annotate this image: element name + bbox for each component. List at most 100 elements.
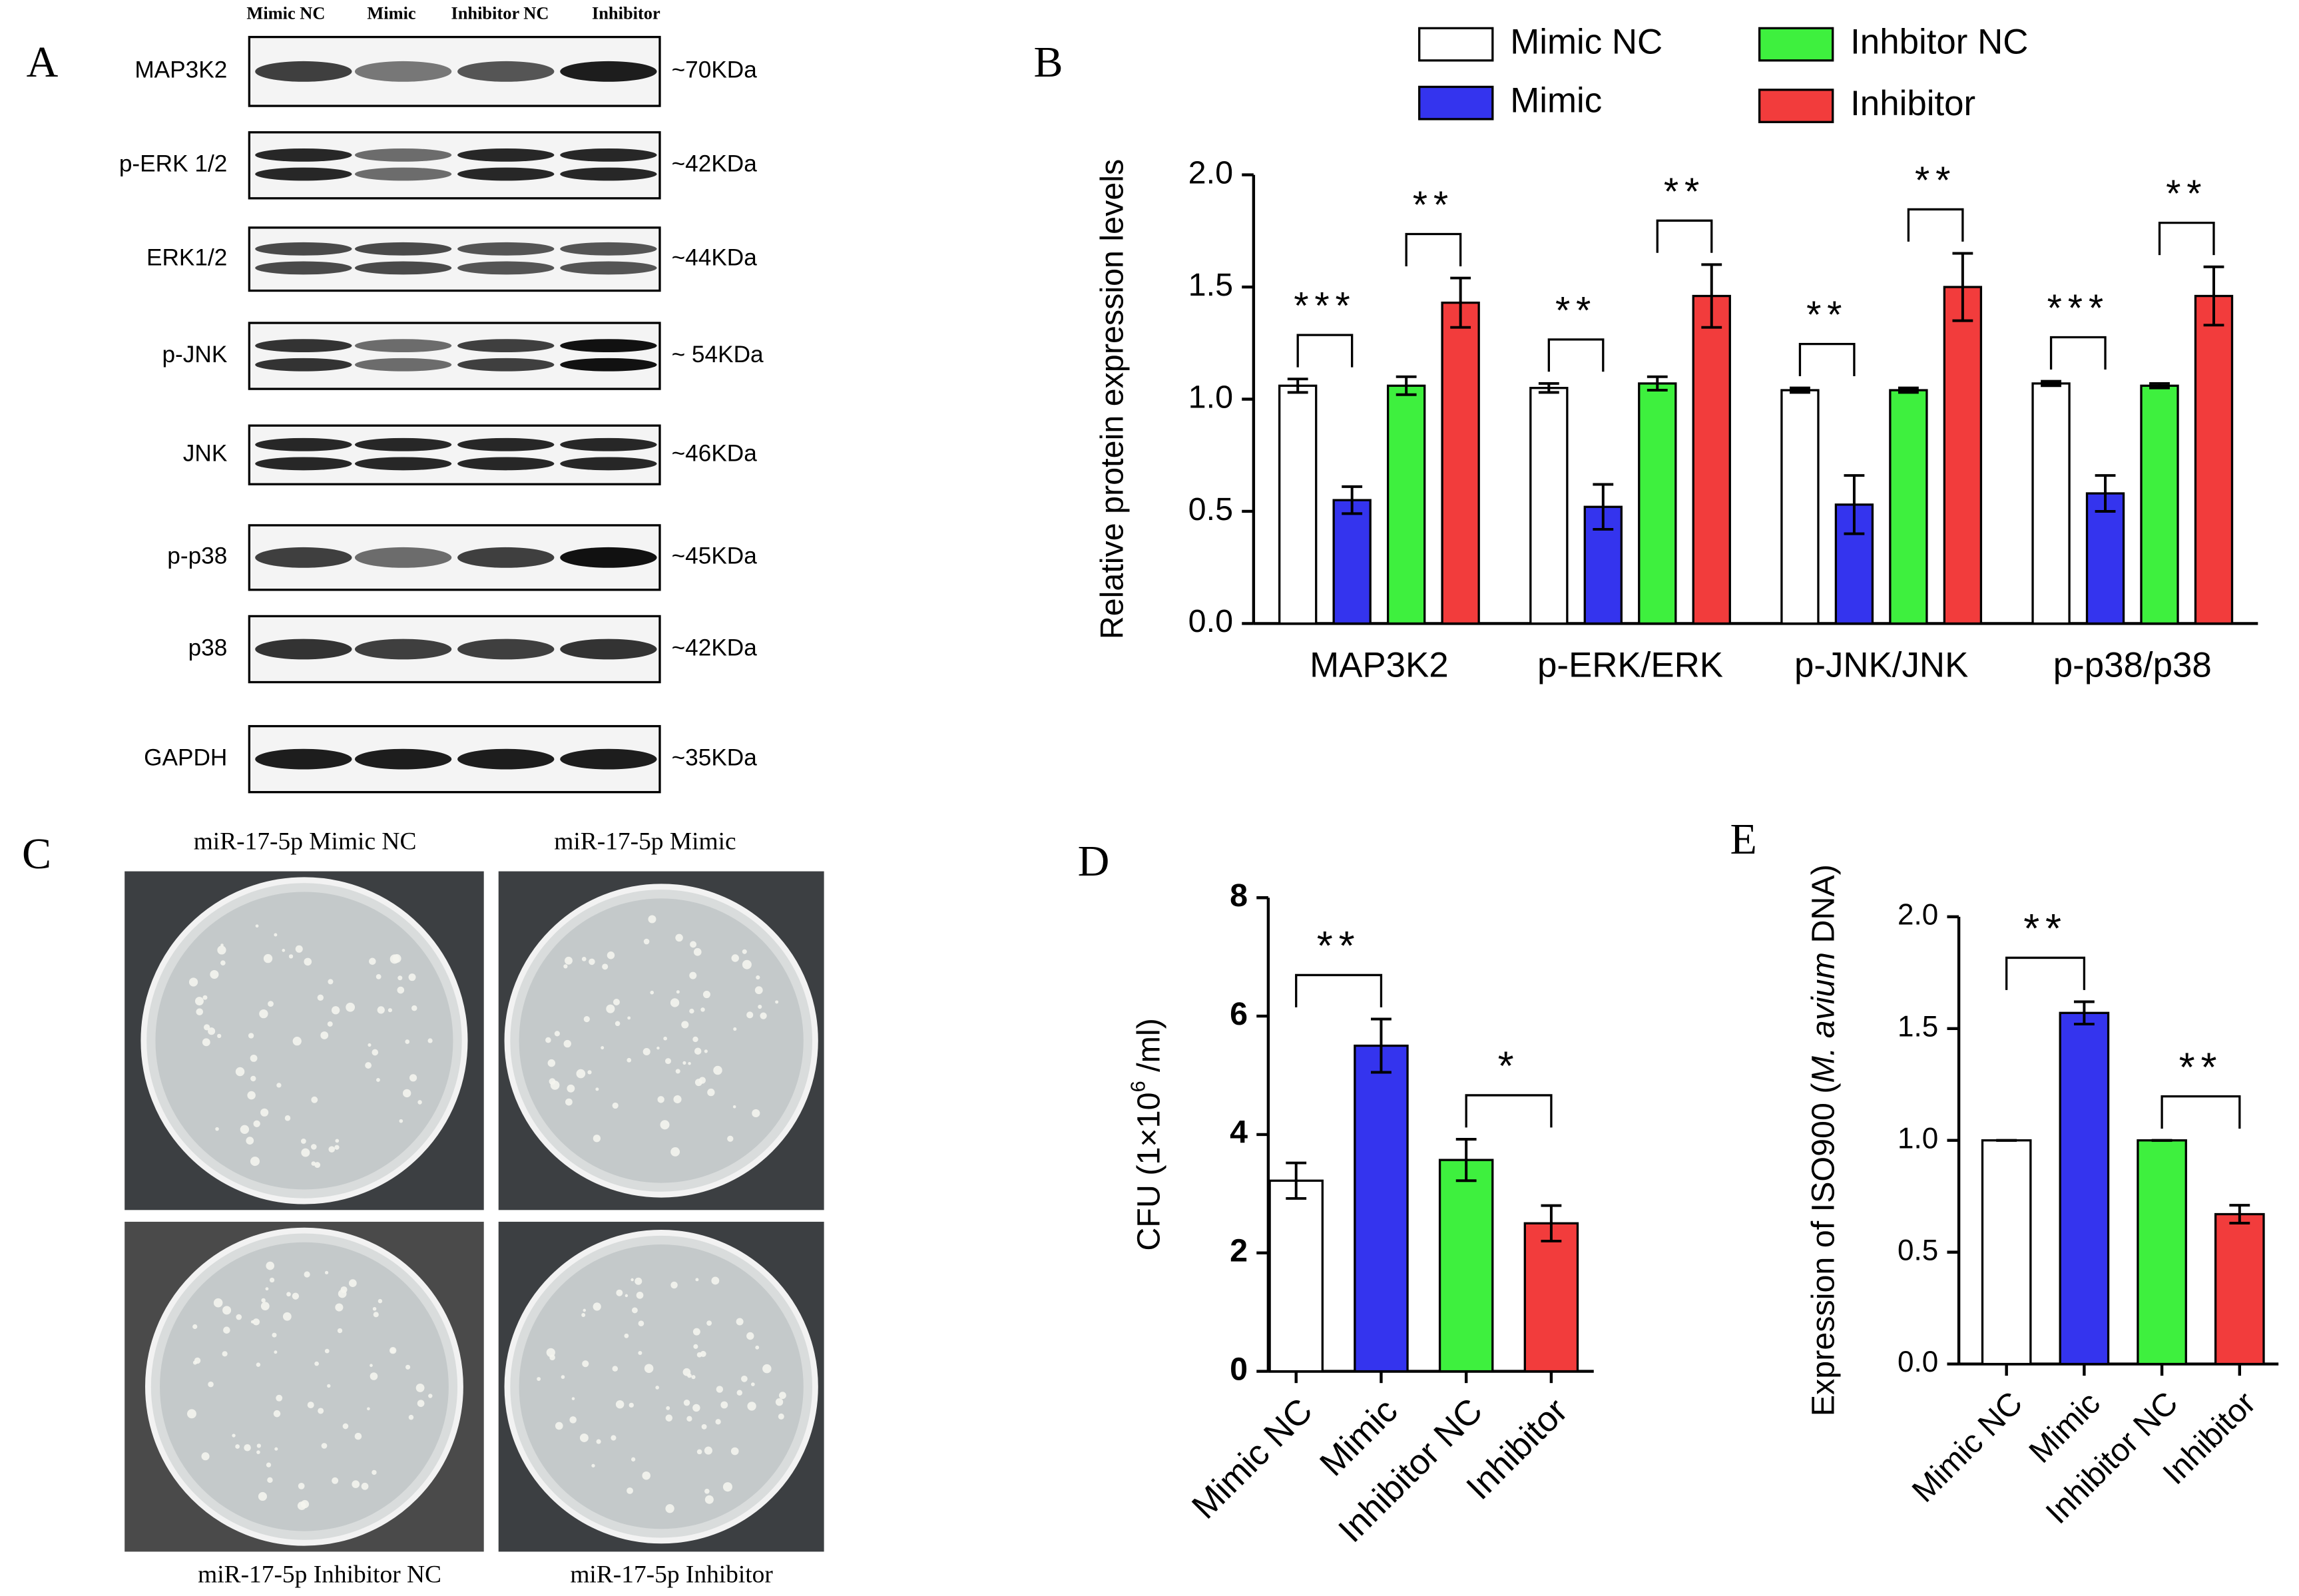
colony xyxy=(208,1381,214,1388)
y-tick-label: 0.5 xyxy=(1898,1234,1938,1266)
plate-label: miR-17-5p Inhibitor NC xyxy=(198,1561,441,1588)
blot-band xyxy=(354,261,452,275)
colony xyxy=(638,1320,644,1327)
blot-band xyxy=(354,437,452,451)
blot-band xyxy=(255,639,352,660)
significance-label: ** xyxy=(1806,294,1848,336)
blot-band xyxy=(255,748,352,770)
blot-band xyxy=(560,547,657,568)
colony xyxy=(716,1386,724,1393)
colony xyxy=(409,1074,417,1082)
colony xyxy=(581,956,587,961)
colony xyxy=(676,990,680,994)
colony xyxy=(746,1332,754,1340)
blot-band xyxy=(354,242,452,256)
colony xyxy=(692,1036,698,1043)
y-axis-label: Relative protein expression levels xyxy=(1094,159,1130,640)
colony xyxy=(331,1006,340,1015)
significance-bracket xyxy=(2005,956,2086,990)
lane-label: Mimic xyxy=(367,3,416,23)
colony xyxy=(665,1504,674,1513)
blot-frame xyxy=(248,226,661,292)
blot-band xyxy=(255,242,352,256)
colony xyxy=(258,1491,267,1501)
colony xyxy=(408,1414,414,1420)
colony xyxy=(276,1394,283,1402)
chart: 0.0 0.5 1.0 1.5 2.0 Relative protein expressi… xyxy=(1094,23,2258,684)
lane-label: Mimic NC xyxy=(246,3,325,23)
colony xyxy=(778,1392,786,1400)
blot-band xyxy=(255,148,352,162)
x-tick-label: p-ERK/ERK xyxy=(1537,645,1723,684)
colony xyxy=(631,1307,638,1314)
colony xyxy=(583,1016,590,1023)
bar xyxy=(1332,499,1372,625)
colony xyxy=(700,1350,706,1357)
colony xyxy=(692,1404,700,1412)
colony xyxy=(611,1435,617,1441)
blot-band xyxy=(457,148,555,162)
panel-label: B xyxy=(1034,38,1063,87)
blot-band xyxy=(560,148,657,162)
y-axis-label: Expression of ISO900 (M. avium DNA) xyxy=(1805,864,1841,1416)
significance-label: ** xyxy=(1555,289,1597,332)
colony xyxy=(192,1324,198,1330)
colony xyxy=(250,1054,258,1062)
colony xyxy=(282,949,286,952)
colony xyxy=(427,1038,433,1043)
colony xyxy=(188,977,198,987)
blot-band xyxy=(354,339,452,353)
lane-label: Inhibitor NC xyxy=(451,3,549,23)
colony xyxy=(327,1384,331,1388)
colony xyxy=(246,1137,254,1145)
colony xyxy=(378,1298,383,1304)
bar xyxy=(1981,1139,2032,1366)
colony xyxy=(587,1070,592,1075)
colony xyxy=(650,990,654,995)
colony xyxy=(248,1033,254,1039)
colony xyxy=(311,1096,318,1103)
bar xyxy=(2194,294,2234,625)
blot-band xyxy=(560,748,657,770)
colony xyxy=(733,1027,737,1031)
blot-band xyxy=(255,358,352,372)
colony xyxy=(670,1281,678,1289)
colony xyxy=(689,1008,694,1014)
blot-band xyxy=(457,547,555,568)
colony xyxy=(657,1096,664,1103)
colony xyxy=(220,960,226,965)
significance-bracket xyxy=(1405,232,1462,266)
legend-swatch xyxy=(1418,27,1494,62)
significance-bracket xyxy=(2158,222,2215,256)
colony xyxy=(387,1008,393,1013)
colony xyxy=(324,1270,329,1274)
colony xyxy=(583,1308,587,1312)
colony xyxy=(328,979,334,985)
y-axis-label-part: DNA) xyxy=(1805,864,1841,952)
significance-bracket xyxy=(1798,342,1856,377)
colony xyxy=(702,991,710,999)
colony xyxy=(731,954,739,962)
blot-band xyxy=(255,547,352,568)
colony xyxy=(666,1406,670,1410)
colony xyxy=(663,1036,667,1041)
legend-swatch xyxy=(1758,89,1834,123)
y-tick-label: 1.5 xyxy=(1898,1010,1938,1043)
significance-label: *** xyxy=(1294,285,1356,328)
colony xyxy=(346,1002,356,1012)
colony xyxy=(187,1409,196,1419)
colony xyxy=(328,1146,336,1153)
colony xyxy=(352,1480,360,1488)
blot-row-label: p-p38 xyxy=(167,543,227,569)
colony xyxy=(354,1432,362,1440)
colony xyxy=(311,1144,317,1150)
colony xyxy=(276,1083,282,1088)
legend-label: Inhibitor xyxy=(1850,84,1975,123)
colony xyxy=(746,1011,754,1019)
colony xyxy=(266,1462,272,1467)
blot-size-label: ~42KDa xyxy=(672,635,758,661)
blot-band xyxy=(560,339,657,353)
colony xyxy=(691,1375,696,1380)
colony xyxy=(683,1400,690,1406)
colony xyxy=(297,1501,306,1510)
